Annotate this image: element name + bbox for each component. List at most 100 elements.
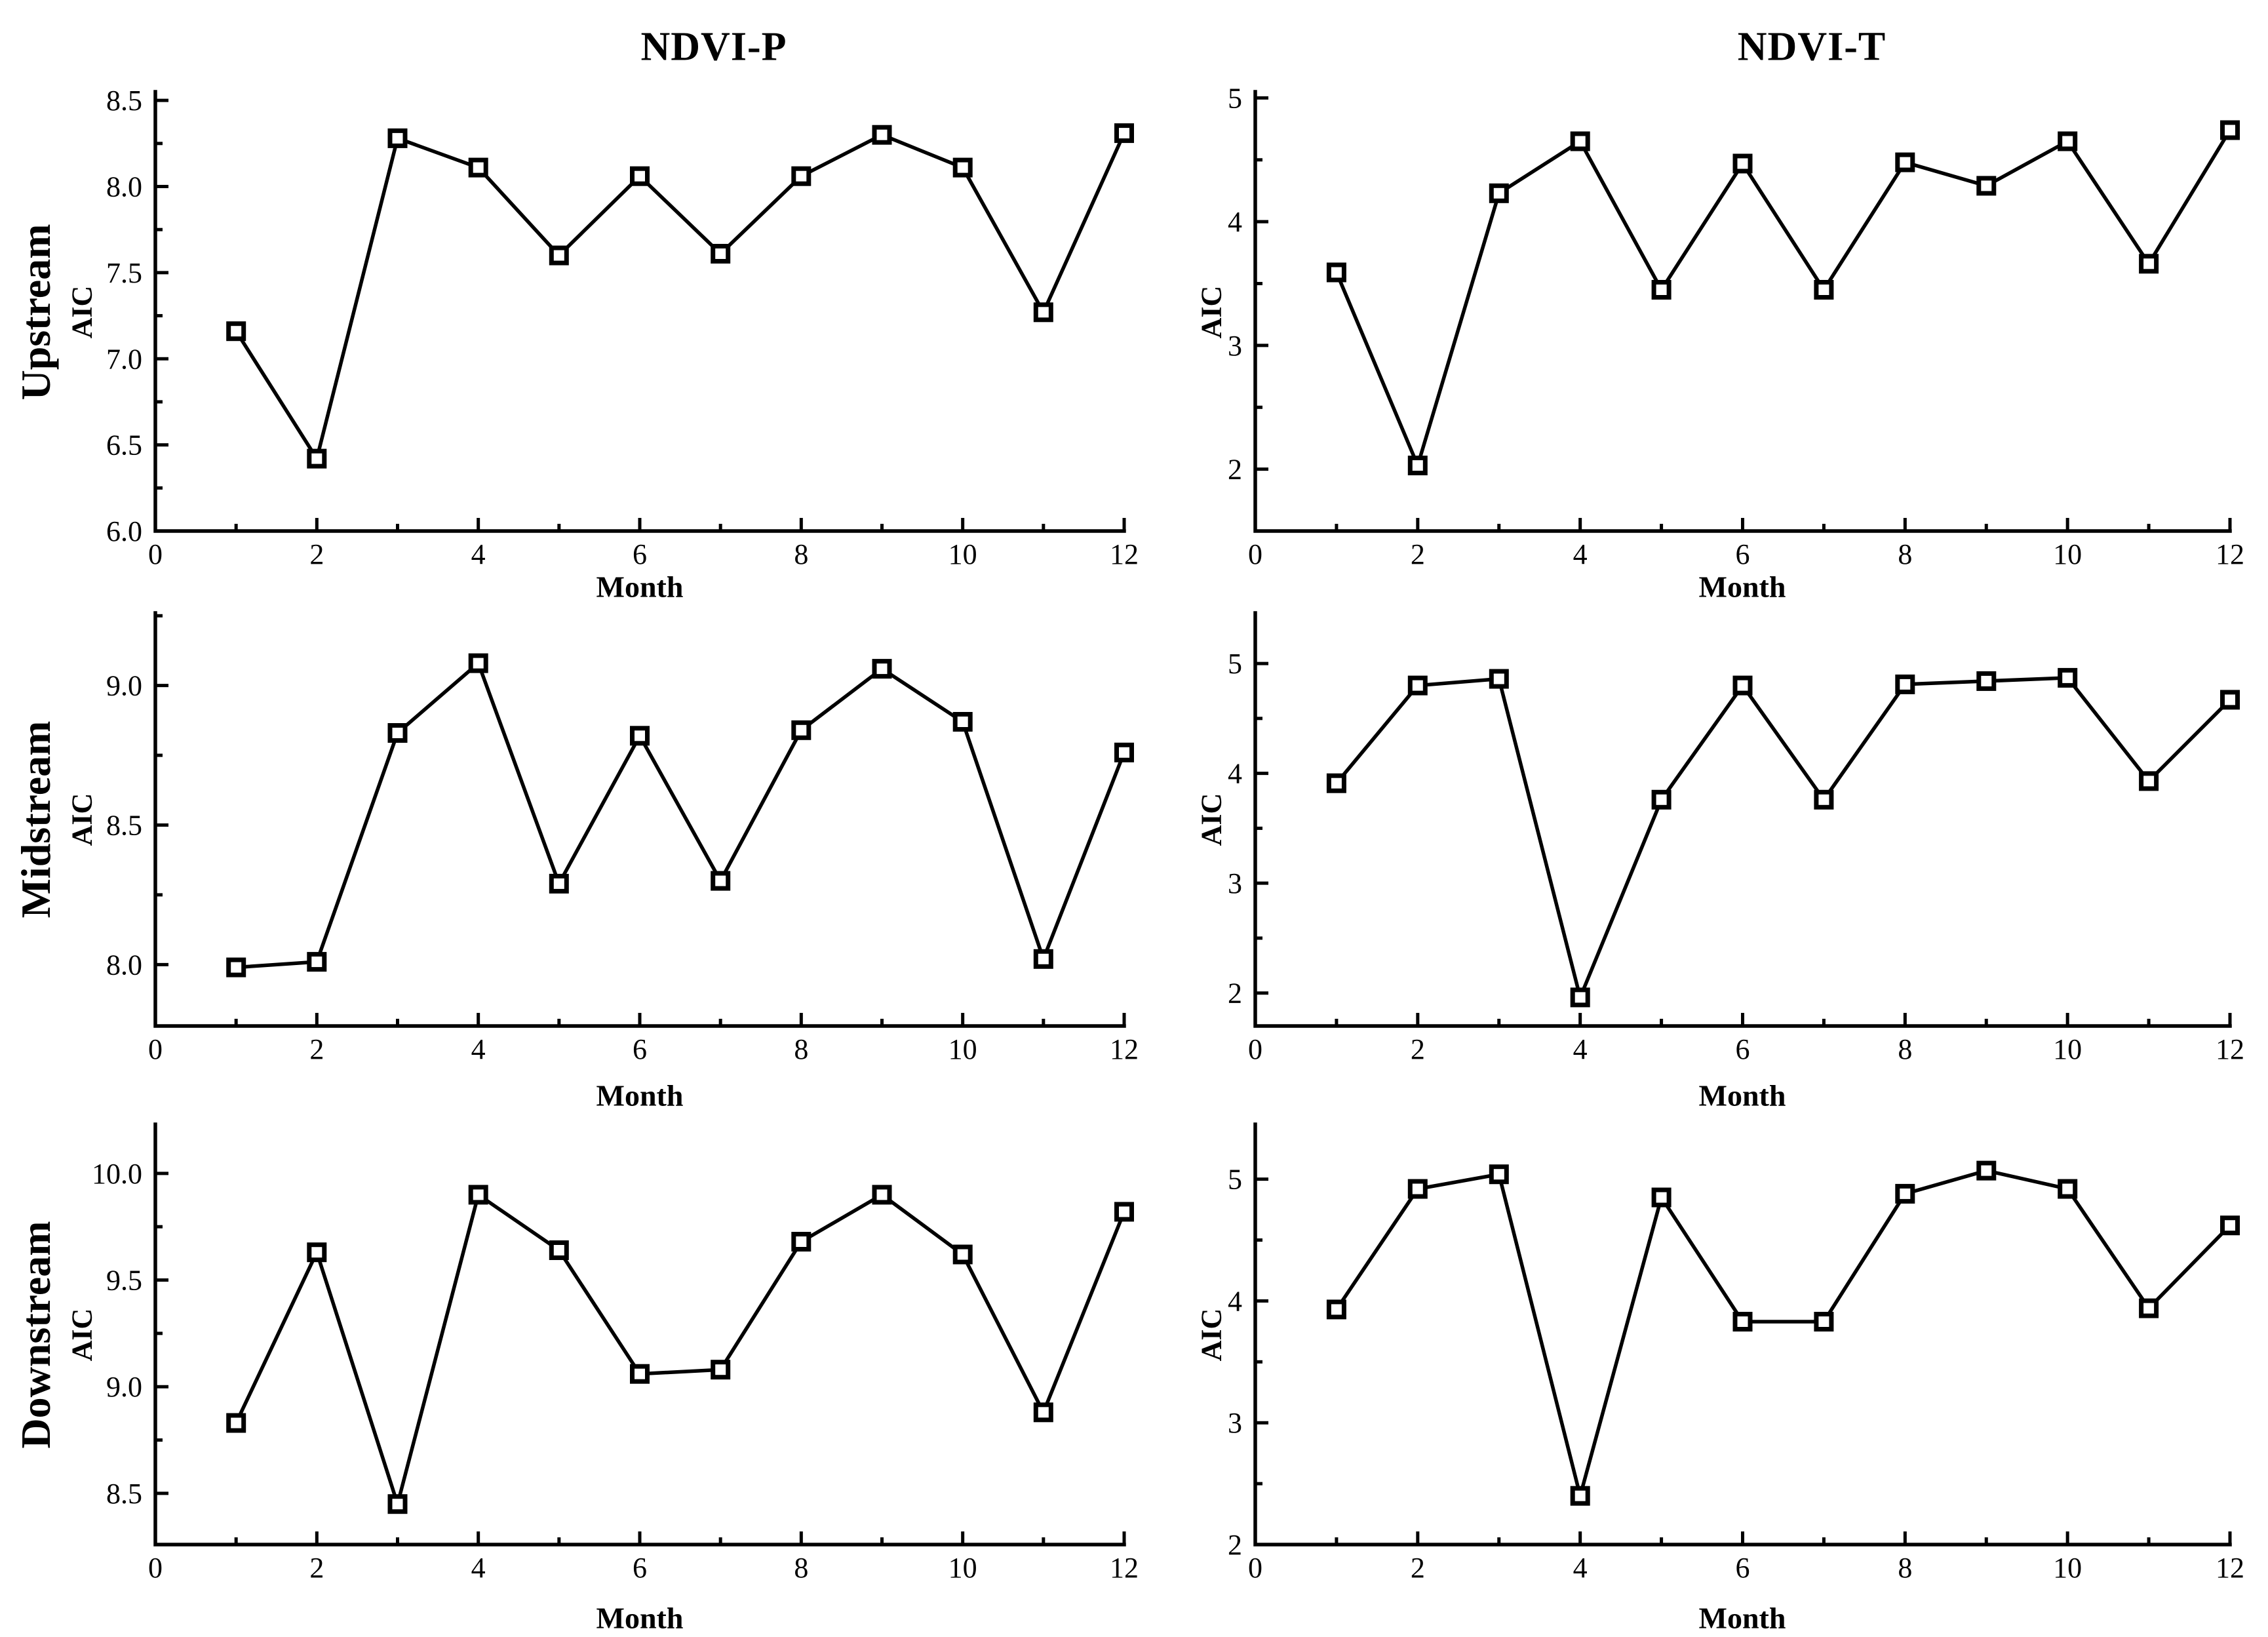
data-point-month-10 — [952, 1244, 973, 1265]
data-point-month-12 — [2220, 690, 2240, 710]
data-point-month-5 — [549, 1240, 569, 1260]
data-point-month-12 — [2220, 120, 2240, 140]
data-line — [1335, 129, 2232, 471]
y-ticks — [155, 614, 168, 966]
x-tick-label: 8 — [794, 538, 808, 570]
y-tick-label: 7.0 — [106, 343, 142, 375]
y-ticks — [155, 98, 168, 533]
x-tick-label: 10 — [2053, 538, 2082, 570]
chart-upstream-ndvi-t: 2 3 4 5 0 2 4 6 8 10 12 — [1228, 82, 2244, 570]
data-point-month-10 — [2058, 131, 2078, 151]
x-tick-label: 6 — [633, 1552, 647, 1584]
y-tick-labels: 8.0 8.5 9.0 — [106, 670, 142, 981]
x-tick-label: 4 — [471, 538, 486, 570]
y-tick-label: 2 — [1228, 1529, 1242, 1561]
data-point-month-7 — [1814, 789, 1834, 810]
data-point-month-4 — [468, 653, 488, 673]
y-ticks — [1255, 1177, 1268, 1547]
x-tick-label: 4 — [1573, 1033, 1588, 1065]
data-point-month-11 — [1033, 1402, 1053, 1423]
row-label-upstream: Upstream — [12, 224, 59, 401]
y-tick-label: 4 — [1228, 1285, 1242, 1317]
data-point-month-3 — [387, 1494, 408, 1514]
axis-frame — [153, 90, 1126, 533]
y-tick-label: 10.0 — [92, 1158, 142, 1190]
data-point-month-4 — [468, 157, 488, 178]
y-tick-label: 8.5 — [106, 85, 142, 117]
data-point-month-9 — [1976, 176, 1997, 196]
x-tick-label: 0 — [148, 538, 163, 570]
x-tick-label: 6 — [633, 538, 647, 570]
y-tick-labels: 2 3 4 5 — [1228, 648, 1242, 1010]
axis-frame — [153, 1122, 1126, 1547]
x-tick-label: 0 — [1248, 538, 1262, 570]
data-point-month-12 — [1114, 742, 1134, 762]
data-line — [1335, 676, 2231, 1004]
data-point-month-4 — [1570, 987, 1590, 1008]
column-title-ndvi-p: NDVI-P — [640, 24, 787, 69]
y-tick-label: 7.5 — [106, 257, 142, 289]
data-points — [1326, 120, 2240, 475]
data-line — [234, 132, 1126, 463]
data-point-month-10 — [2058, 1179, 2078, 1199]
data-point-month-11 — [1033, 302, 1053, 323]
x-tick-label: 12 — [1110, 538, 1139, 570]
y-axis-title-upstream-ndvi-p: AIC — [66, 285, 98, 339]
x-tick-label: 6 — [633, 1033, 647, 1065]
x-tick-label: 6 — [1736, 538, 1750, 570]
y-tick-label: 9.0 — [106, 670, 142, 702]
axis-frame — [1253, 611, 2232, 1028]
column-title-ndvi-t: NDVI-T — [1737, 24, 1887, 69]
data-point-month-3 — [387, 128, 408, 148]
x-tick-label: 12 — [2216, 538, 2244, 570]
y-tick-labels: 8.5 9.0 9.5 10.0 — [92, 1158, 142, 1510]
data-point-month-3 — [387, 723, 408, 743]
x-ticks — [1253, 1531, 2232, 1545]
data-point-month-7 — [1814, 280, 1834, 300]
row-label-downstream: Downstream — [12, 1221, 59, 1449]
x-tick-label: 12 — [1110, 1033, 1139, 1065]
data-point-month-9 — [872, 1185, 892, 1205]
data-point-month-12 — [2220, 1215, 2240, 1236]
x-tick-label: 4 — [1573, 1552, 1588, 1584]
y-axis-title-downstream-ndvi-t: AIC — [1195, 1308, 1228, 1362]
data-point-month-8 — [791, 720, 811, 740]
data-points — [1326, 667, 2240, 1008]
x-tick-label: 12 — [2216, 1552, 2244, 1584]
x-tick-label: 2 — [309, 1033, 324, 1065]
y-tick-labels: 6.0 6.5 7.0 7.5 8.0 8.5 — [106, 85, 142, 547]
data-point-month-7 — [1814, 1312, 1834, 1331]
x-tick-label: 8 — [1898, 1033, 1912, 1065]
data-line — [236, 660, 1126, 970]
y-axis-title-upstream-ndvi-t: AIC — [1195, 285, 1228, 339]
y-tick-label: 2 — [1228, 977, 1242, 1010]
data-point-month-7 — [711, 244, 731, 264]
y-tick-label: 4 — [1228, 206, 1242, 238]
data-point-month-6 — [630, 166, 650, 186]
x-tick-label: 0 — [1248, 1552, 1262, 1584]
y-tick-label: 4 — [1228, 758, 1242, 790]
x-tick-labels: 0 2 4 6 8 10 12 — [1248, 538, 2244, 570]
data-point-month-1 — [226, 321, 246, 342]
y-tick-label: 9.5 — [106, 1265, 142, 1297]
x-tick-label: 2 — [309, 1552, 324, 1584]
x-tick-labels: 0 2 4 6 8 10 12 — [1248, 1552, 2244, 1584]
y-tick-label: 2 — [1228, 454, 1242, 486]
x-tick-labels: 0 2 4 6 8 10 12 — [1248, 1033, 2244, 1065]
y-tick-label: 9.0 — [106, 1371, 142, 1403]
y-tick-label: 8.0 — [106, 949, 142, 981]
x-ticks — [1253, 1013, 2232, 1026]
data-point-month-6 — [1732, 1312, 1753, 1331]
data-point-month-1 — [1326, 262, 1346, 283]
x-tick-label: 6 — [1736, 1033, 1750, 1065]
x-axis-title-downstream-ndvi-t: Month — [1698, 1601, 1786, 1635]
x-tick-label: 10 — [948, 1033, 977, 1065]
x-tick-label: 12 — [1110, 1552, 1139, 1584]
x-tick-label: 2 — [1411, 538, 1425, 570]
data-point-month-2 — [1407, 675, 1428, 696]
data-point-month-7 — [711, 871, 731, 891]
chart-midstream-ndvi-p: 8.0 8.5 9.0 0 2 4 6 8 10 12 — [106, 611, 1139, 1065]
x-tick-label: 0 — [1248, 1033, 1262, 1065]
